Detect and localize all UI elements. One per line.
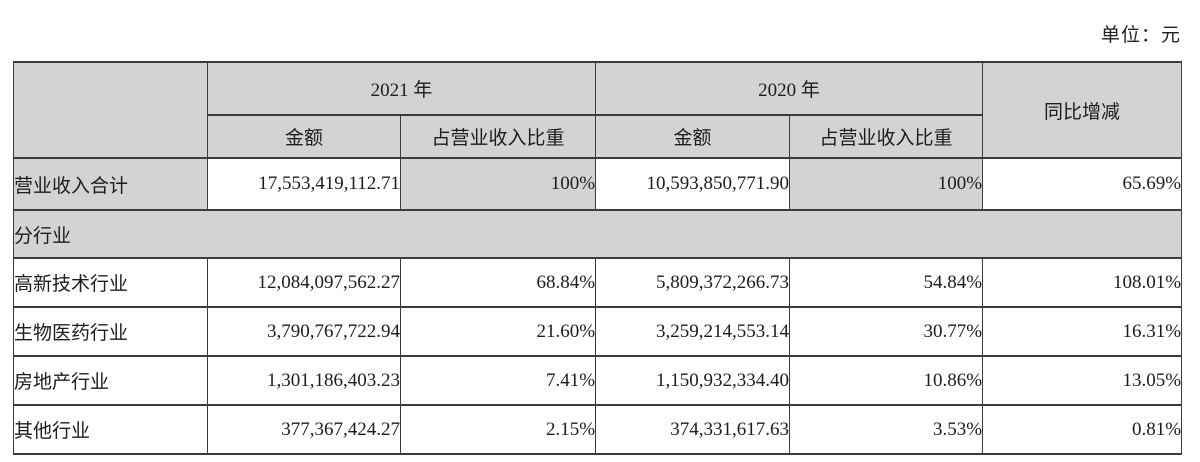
row-label: 生物医药行业 (13, 306, 208, 357)
col-header-share-2021: 占营业收入比重 (399, 114, 597, 159)
cell-share-2021: 7.41% (399, 355, 597, 406)
cell-amount-2021: 1,301,186,403.23 (207, 355, 401, 406)
row-label: 高新技术行业 (13, 257, 208, 308)
cell-amount-2020: 10,593,850,771.90 (595, 157, 791, 211)
col-header-yoy: 同比增减 (982, 61, 1183, 159)
cell-amount-2020: 374,331,617.63 (595, 404, 791, 455)
cell-amount-2020: 5,809,372,266.73 (595, 257, 791, 308)
cell-share-2020: 30.77% (789, 306, 984, 357)
col-header-amount-2021: 金额 (207, 114, 401, 159)
cell-yoy: 16.31% (982, 306, 1183, 357)
row-label: 房地产行业 (13, 355, 208, 406)
cell-yoy: 65.69% (982, 157, 1183, 211)
section-label: 分行业 (12, 209, 1183, 259)
header-row-subcolumns: 金额 占营业收入比重 金额 占营业收入比重 (14, 114, 1182, 159)
table-row-section: 分行业 (12, 209, 1183, 259)
unit-label: 单位：元 (1100, 25, 1181, 46)
cell-yoy: 13.05% (982, 355, 1183, 406)
col-header-2020: 2020 年 (595, 61, 984, 116)
cell-share-2021: 68.84% (399, 257, 597, 308)
cell-share-2020: 54.84% (789, 257, 984, 308)
col-header-share-2020: 占营业收入比重 (789, 114, 984, 159)
header-corner-cell (13, 61, 208, 159)
cell-yoy: 0.81% (982, 404, 1183, 455)
cell-yoy: 108.01% (982, 257, 1183, 308)
cell-share-2021: 2.15% (399, 404, 597, 455)
cell-share-2021: 21.60% (399, 306, 597, 357)
table-row: 其他行业 377,367,424.27 2.15% 374,331,617.63… (13, 404, 1183, 455)
cell-amount-2021: 377,367,424.27 (207, 404, 401, 455)
cell-amount-2020: 3,259,214,553.14 (595, 306, 791, 357)
col-header-amount-2020: 金额 (595, 114, 791, 159)
row-label: 营业收入合计 (13, 157, 208, 211)
row-label: 其他行业 (13, 404, 208, 455)
table-row: 生物医药行业 3,790,767,722.94 21.60% 3,259,214… (13, 306, 1183, 357)
table-row-total: 营业收入合计 17,553,419,112.71 100% 10,593,850… (13, 157, 1183, 211)
table-row: 房地产行业 1,301,186,403.23 7.41% 1,150,932,3… (13, 355, 1183, 406)
table-row: 高新技术行业 12,084,097,562.27 68.84% 5,809,37… (13, 257, 1183, 308)
cell-share-2020: 10.86% (789, 355, 984, 406)
cell-share-2020: 3.53% (789, 404, 984, 455)
cell-amount-2020: 1,150,932,334.40 (595, 355, 791, 406)
cell-amount-2021: 12,084,097,562.27 (207, 257, 401, 308)
revenue-by-industry-table: 2021 年 2020 年 同比增减 金额 占营业收入比重 金额 占营业收入比重… (12, 61, 1183, 455)
col-header-2021: 2021 年 (206, 61, 597, 116)
cell-amount-2021: 3,790,767,722.94 (207, 306, 401, 357)
cell-share-2021: 100% (399, 157, 597, 211)
header-row-years: 2021 年 2020 年 同比增减 (13, 61, 1183, 159)
cell-amount-2021: 17,553,419,112.71 (207, 157, 401, 211)
cell-share-2020: 100% (789, 157, 984, 211)
